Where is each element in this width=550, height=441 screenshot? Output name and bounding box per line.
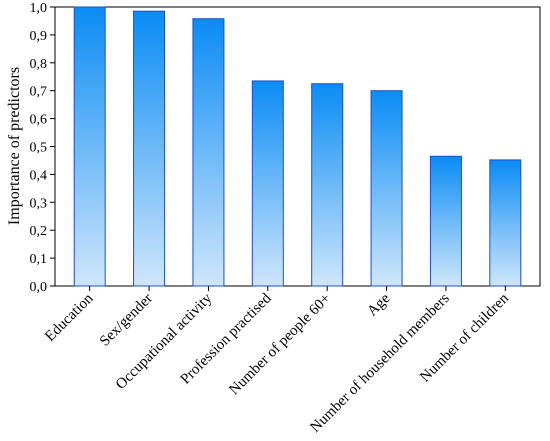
bar-sex-gender bbox=[133, 10, 166, 287]
y-tick-label: 0,4 bbox=[30, 168, 48, 183]
bar-occupational-activity bbox=[192, 18, 225, 287]
y-tick-label: 0,9 bbox=[30, 29, 48, 44]
bar-number-of-children bbox=[489, 159, 522, 287]
y-tick-label: 0,0 bbox=[30, 280, 48, 295]
y-tick-label: 0,3 bbox=[30, 196, 48, 211]
x-tick-label: Number of people 60+ bbox=[226, 291, 334, 399]
y-axis: 0,0 0,1 0,2 0,3 0,4 0,5 0,6 0,7 0,8 0,9 1,0 bbox=[30, 1, 55, 295]
x-tick-label: Sex/gender bbox=[97, 291, 156, 350]
bar-education bbox=[73, 6, 106, 287]
y-tick-label: 0,8 bbox=[30, 57, 48, 72]
y-tick-label: 1,0 bbox=[30, 1, 48, 16]
x-tick-label: Age bbox=[364, 290, 393, 319]
bar-number-of-household-members bbox=[429, 155, 462, 287]
bar-age bbox=[370, 90, 403, 287]
y-tick-label: 0,2 bbox=[30, 224, 48, 239]
y-tick-label: 0,1 bbox=[30, 252, 48, 267]
x-tick-label: Education bbox=[42, 290, 97, 345]
bar-series bbox=[73, 6, 522, 287]
y-axis-title: Importance of predictors bbox=[6, 67, 23, 225]
plot-frame bbox=[54, 6, 541, 287]
y-tick-label: 0,7 bbox=[30, 85, 48, 100]
y-tick-label: 0,6 bbox=[30, 113, 48, 128]
bar-profession-practised bbox=[251, 80, 284, 287]
y-tick-label: 0,5 bbox=[30, 141, 48, 156]
bar-number-of-people-60- bbox=[311, 83, 344, 287]
